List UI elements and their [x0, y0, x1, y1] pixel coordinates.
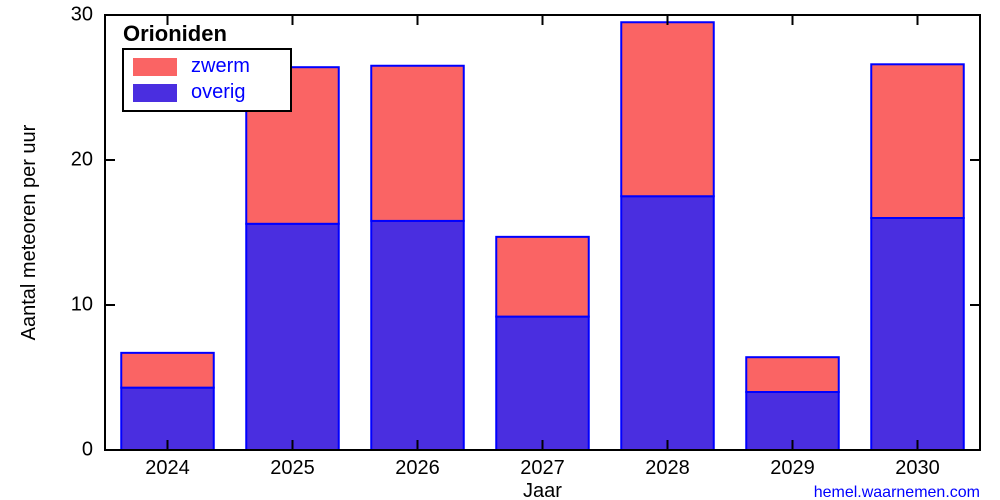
xtick-label: 2028 — [645, 457, 690, 479]
ytick-label: 30 — [71, 3, 93, 25]
x-axis-label: Jaar — [523, 480, 562, 500]
attribution-link[interactable]: hemel.waarnemen.com — [814, 484, 980, 500]
xtick-label: 2029 — [770, 457, 815, 479]
xtick-label: 2025 — [270, 457, 315, 479]
xtick-label: 2026 — [395, 457, 440, 479]
bar-overig — [871, 218, 964, 450]
bar-overig — [371, 221, 464, 450]
bar-zwerm — [121, 353, 214, 388]
xtick-label: 2030 — [895, 457, 940, 479]
bar-overig — [621, 196, 714, 450]
bar-zwerm — [371, 66, 464, 221]
bar-zwerm — [621, 22, 714, 196]
ytick-label: 10 — [71, 293, 93, 315]
chart-title: Orioniden — [123, 21, 227, 46]
legend-swatch-overig — [133, 84, 177, 102]
bar-zwerm — [496, 237, 589, 317]
bar-overig — [496, 317, 589, 450]
ytick-label: 20 — [71, 148, 93, 170]
legend-label-overig: overig — [191, 81, 245, 103]
xtick-label: 2024 — [145, 457, 190, 479]
xtick-label: 2027 — [520, 457, 565, 479]
bar-zwerm — [871, 64, 964, 218]
ytick-label: 0 — [82, 438, 93, 460]
legend-swatch-zwerm — [133, 58, 177, 76]
bar-overig — [246, 224, 339, 450]
y-axis-label: Aantal meteoren per uur — [18, 124, 40, 340]
legend-label-zwerm: zwerm — [191, 55, 250, 77]
bar-zwerm — [746, 357, 839, 392]
